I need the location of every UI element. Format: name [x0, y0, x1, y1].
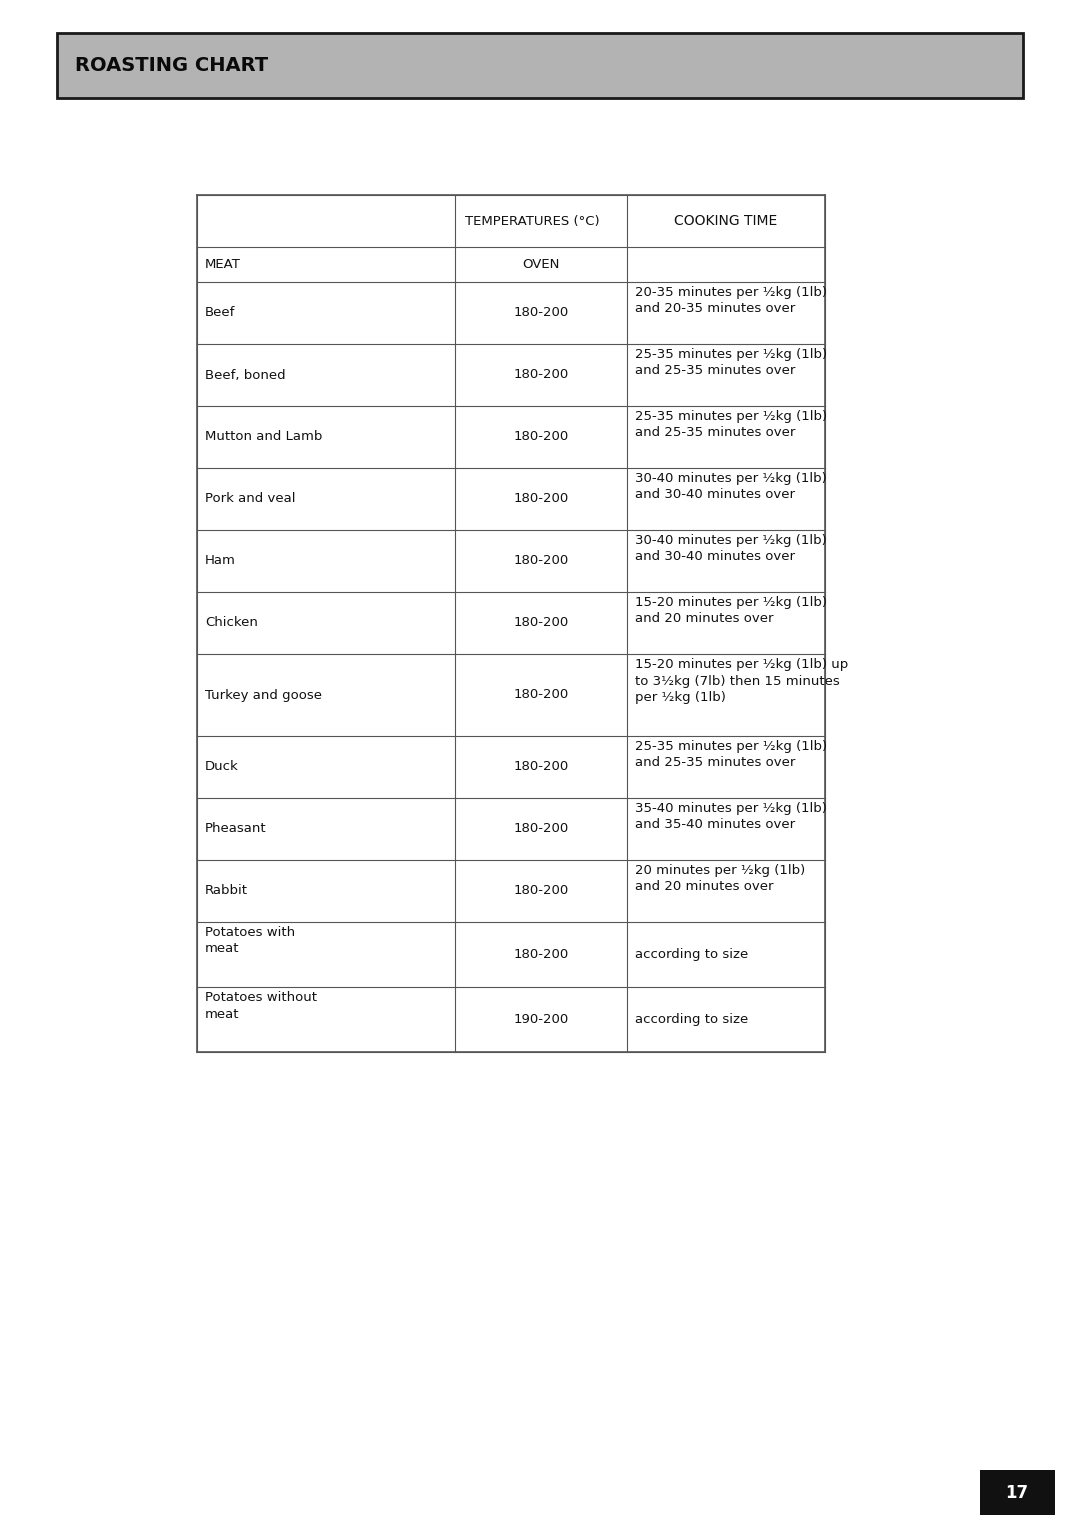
Text: according to size: according to size	[635, 1013, 748, 1025]
Bar	[57, 34, 1023, 98]
Text: 180-200: 180-200	[513, 368, 569, 382]
Text: Beef, boned: Beef, boned	[205, 368, 285, 382]
Text: 190-200: 190-200	[513, 1013, 569, 1025]
Text: Duck: Duck	[205, 761, 239, 773]
Text: 30-40 minutes per ½kg (1lb)
and 30-40 minutes over: 30-40 minutes per ½kg (1lb) and 30-40 mi…	[635, 472, 827, 501]
Text: Potatoes with
meat: Potatoes with meat	[205, 926, 295, 955]
Text: 180-200: 180-200	[513, 307, 569, 319]
Text: 180-200: 180-200	[513, 761, 569, 773]
Text: TEMPERATURES (°C): TEMPERATURES (°C)	[465, 214, 599, 228]
Text: ROASTING CHART: ROASTING CHART	[75, 57, 268, 75]
Text: 35-40 minutes per ½kg (1lb)
and 35-40 minutes over: 35-40 minutes per ½kg (1lb) and 35-40 mi…	[635, 802, 827, 831]
Text: 25-35 minutes per ½kg (1lb)
and 25-35 minutes over: 25-35 minutes per ½kg (1lb) and 25-35 mi…	[635, 740, 827, 770]
Text: Ham: Ham	[205, 555, 235, 567]
Text: 180-200: 180-200	[513, 492, 569, 506]
Text: MEAT: MEAT	[205, 258, 241, 270]
Text: according to size: according to size	[635, 947, 748, 961]
Text: 180-200: 180-200	[513, 689, 569, 701]
Text: 25-35 minutes per ½kg (1lb)
and 25-35 minutes over: 25-35 minutes per ½kg (1lb) and 25-35 mi…	[635, 410, 827, 440]
Text: 20-35 minutes per ½kg (1lb)
and 20-35 minutes over: 20-35 minutes per ½kg (1lb) and 20-35 mi…	[635, 286, 827, 315]
Text: OVEN: OVEN	[523, 258, 559, 270]
Text: 17: 17	[1005, 1484, 1028, 1502]
Text: Rabbit: Rabbit	[205, 885, 248, 897]
Text: Mutton and Lamb: Mutton and Lamb	[205, 431, 322, 443]
Text: 180-200: 180-200	[513, 431, 569, 443]
Text: Pheasant: Pheasant	[205, 822, 267, 836]
Text: Beef: Beef	[205, 307, 235, 319]
Text: 15-20 minutes per ½kg (1lb)
and 20 minutes over: 15-20 minutes per ½kg (1lb) and 20 minut…	[635, 596, 827, 625]
Text: Chicken: Chicken	[205, 616, 258, 630]
Text: 180-200: 180-200	[513, 885, 569, 897]
Text: 25-35 minutes per ½kg (1lb)
and 25-35 minutes over: 25-35 minutes per ½kg (1lb) and 25-35 mi…	[635, 348, 827, 377]
Text: 15-20 minutes per ½kg (1lb) up
to 3½kg (7lb) then 15 minutes
per ½kg (1lb): 15-20 minutes per ½kg (1lb) up to 3½kg (…	[635, 659, 848, 704]
Text: 180-200: 180-200	[513, 555, 569, 567]
Text: 180-200: 180-200	[513, 822, 569, 836]
Text: Pork and veal: Pork and veal	[205, 492, 296, 506]
Text: 180-200: 180-200	[513, 616, 569, 630]
Text: Turkey and goose: Turkey and goose	[205, 689, 322, 701]
Text: 30-40 minutes per ½kg (1lb)
and 30-40 minutes over: 30-40 minutes per ½kg (1lb) and 30-40 mi…	[635, 533, 827, 564]
Bar	[980, 1470, 1055, 1514]
Text: Potatoes without
meat: Potatoes without meat	[205, 992, 318, 1021]
Text: COOKING TIME: COOKING TIME	[674, 214, 778, 228]
Text: 180-200: 180-200	[513, 947, 569, 961]
Text: 20 minutes per ½kg (1lb)
and 20 minutes over: 20 minutes per ½kg (1lb) and 20 minutes …	[635, 863, 806, 894]
